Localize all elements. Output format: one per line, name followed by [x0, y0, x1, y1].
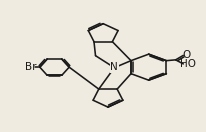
- Text: HO: HO: [180, 59, 196, 69]
- Text: N: N: [110, 62, 118, 72]
- Text: Br: Br: [25, 62, 37, 72]
- Text: O: O: [183, 50, 191, 60]
